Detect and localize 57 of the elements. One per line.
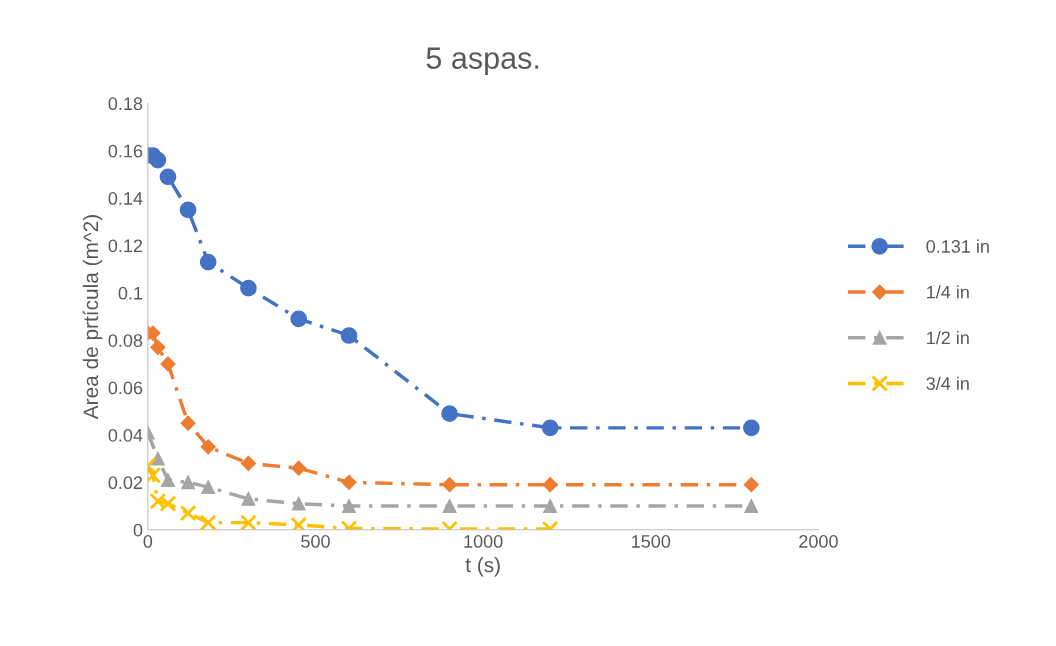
y-tick-label: 0.08 [108, 334, 143, 347]
x-axis-title: t (s) [465, 556, 500, 577]
x-tick-label: 1500 [632, 535, 671, 548]
point [743, 419, 760, 437]
y-axis-title: Area de prtícula (m^2) [82, 215, 103, 420]
point [342, 499, 356, 513]
y-tick-label: 0.1 [118, 286, 143, 300]
y-tick-label: 0.16 [108, 144, 143, 158]
x-tick-label: 500 [301, 535, 330, 548]
point [160, 356, 176, 372]
point [149, 151, 167, 169]
point [340, 327, 358, 344]
point [147, 325, 161, 341]
point [181, 475, 196, 490]
y-tick-label: 0.12 [108, 239, 143, 253]
point [743, 477, 759, 493]
legend-label: 1/4 in [927, 285, 969, 299]
point [161, 473, 175, 487]
point [241, 491, 256, 506]
point [541, 419, 559, 437]
point [441, 405, 458, 422]
legend-label: 1/2 in [927, 330, 969, 345]
x-tick-label: 2000 [799, 535, 838, 548]
point [240, 279, 257, 297]
legend-label: 0.131 in [926, 239, 989, 253]
point [201, 480, 216, 495]
chart-title: 5 aspas. [426, 47, 539, 75]
x-tick-label: 1000 [464, 535, 503, 548]
y-tick-label: 0 [133, 523, 143, 537]
point [291, 460, 307, 476]
point [542, 477, 558, 493]
point [291, 496, 306, 511]
point [744, 499, 759, 513]
y-tick-label: 0.02 [108, 476, 143, 490]
point [159, 168, 177, 186]
point [150, 451, 165, 466]
point [290, 310, 308, 328]
point [199, 253, 217, 271]
point [150, 339, 166, 355]
x-tick-label: 0 [143, 535, 153, 548]
y-tick-label: 0.06 [108, 381, 143, 395]
point [290, 516, 308, 530]
point [179, 504, 197, 522]
point [180, 415, 196, 431]
point [341, 474, 357, 490]
point [543, 499, 558, 513]
point [200, 439, 216, 455]
y-tick-label: 0.04 [108, 428, 143, 442]
y-tick-label: 0.14 [108, 192, 143, 205]
y-tick-label: 0.18 [108, 97, 143, 111]
point [442, 477, 458, 493]
point [240, 455, 256, 471]
legend-label: 3/4 in [926, 376, 969, 390]
point [240, 514, 257, 530]
point [199, 514, 217, 530]
point [442, 499, 457, 513]
point [179, 201, 197, 219]
